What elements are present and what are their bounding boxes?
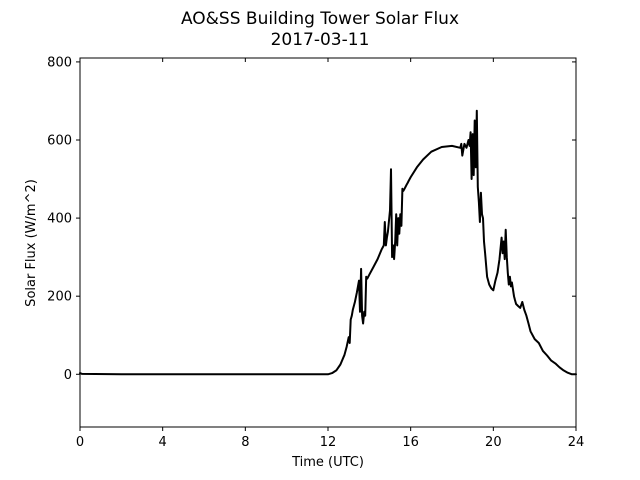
- x-axis-label: Time (UTC): [291, 455, 364, 470]
- x-tick-label: 20: [485, 435, 502, 450]
- x-tick-label: 24: [568, 435, 585, 450]
- chart-subtitle: 2017-03-11: [271, 30, 370, 50]
- x-tick-label: 0: [76, 435, 84, 450]
- x-tick-label: 12: [320, 435, 337, 450]
- y-tick-label: 800: [47, 55, 72, 70]
- y-tick-label: 400: [47, 212, 72, 227]
- y-tick-label: 600: [47, 134, 72, 149]
- y-axis: 0 200 400 600 800: [47, 55, 576, 383]
- plot-area: [79, 57, 577, 428]
- y-tick-label: 200: [47, 290, 72, 305]
- x-axis: 0 4 8 12 16 20 24: [76, 58, 584, 450]
- x-tick-label: 4: [159, 435, 167, 450]
- x-tick-label: 16: [402, 435, 419, 450]
- y-axis-label: Solar Flux (W/m^2): [24, 179, 39, 307]
- chart-title: AO&SS Building Tower Solar Flux: [181, 9, 459, 29]
- y-tick-label: 0: [64, 368, 72, 383]
- solar-flux-series-line: [79, 109, 577, 376]
- x-tick-label: 8: [241, 435, 249, 450]
